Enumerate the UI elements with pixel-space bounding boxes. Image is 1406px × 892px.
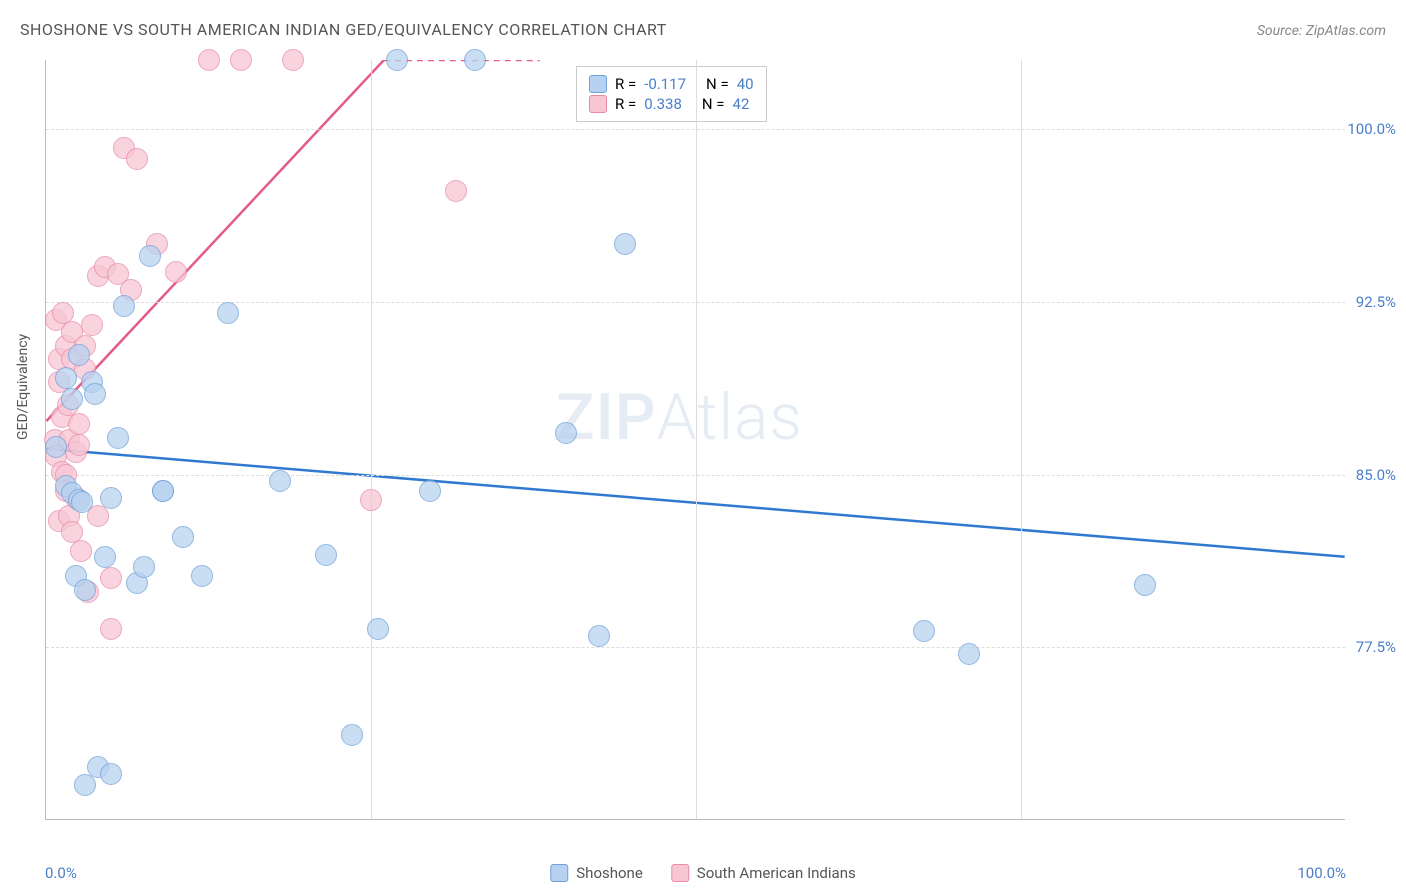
stats-row: R = -0.117 N = 40 [589, 75, 754, 93]
legend-swatch [550, 864, 568, 882]
stat-n-value: 40 [737, 75, 754, 93]
y-tick-label: 100.0% [1347, 120, 1396, 138]
legend-swatch [671, 864, 689, 882]
data-point [367, 618, 389, 640]
gridline-v [371, 60, 372, 819]
data-point [913, 620, 935, 642]
data-point [100, 567, 122, 589]
stat-n-label: N = [702, 95, 725, 113]
data-point [172, 526, 194, 548]
data-point [282, 49, 304, 71]
watermark: ZIPAtlas [556, 380, 803, 455]
data-point [100, 618, 122, 640]
stat-r-label: R = [615, 75, 636, 93]
stat-n-value: 42 [733, 95, 750, 113]
chart-title: SHOSHONE VS SOUTH AMERICAN INDIAN GED/EQ… [20, 20, 667, 39]
legend: Shoshone South American Indians [550, 864, 855, 882]
data-point [198, 49, 220, 71]
data-point [1134, 574, 1156, 596]
legend-swatch [589, 75, 607, 93]
data-point [61, 388, 83, 410]
data-point [70, 540, 92, 562]
data-point [100, 487, 122, 509]
legend-swatch [589, 95, 607, 113]
data-point [315, 544, 337, 566]
data-point [386, 49, 408, 71]
data-point [139, 245, 161, 267]
stats-box: R =-0.117N =40R =0.338N =42 [576, 66, 767, 122]
data-point [217, 302, 239, 324]
data-point [152, 480, 174, 502]
stats-row: R = 0.338 N = 42 [589, 95, 754, 113]
data-point [74, 774, 96, 796]
data-point [191, 565, 213, 587]
legend-item: Shoshone [550, 864, 643, 882]
data-point [68, 413, 90, 435]
data-point [360, 489, 382, 511]
data-point [230, 49, 252, 71]
data-point [464, 49, 486, 71]
source-label: Source: ZipAtlas.com [1257, 23, 1386, 39]
y-axis-label: GED/Equivalency [15, 334, 31, 440]
y-tick-label: 92.5% [1356, 293, 1396, 311]
data-point [84, 383, 106, 405]
y-tick-label: 77.5% [1356, 638, 1396, 656]
data-point [74, 579, 96, 601]
data-point [958, 643, 980, 665]
watermark-zip: ZIP [556, 380, 657, 455]
data-point [269, 470, 291, 492]
data-point [133, 556, 155, 578]
data-point [165, 261, 187, 283]
data-point [126, 148, 148, 170]
watermark-atlas: Atlas [657, 380, 803, 455]
x-tick-min: 0.0% [45, 864, 77, 882]
data-point [419, 480, 441, 502]
data-point [555, 422, 577, 444]
data-point [45, 436, 67, 458]
legend-item: South American Indians [671, 864, 856, 882]
stat-n-label: N = [706, 75, 729, 93]
stat-r-label: R = [615, 95, 636, 113]
x-tick-max: 100.0% [1297, 864, 1346, 882]
data-point [81, 314, 103, 336]
stat-r-value: -0.117 [644, 75, 686, 93]
data-point [113, 295, 135, 317]
stat-r-value: 0.338 [644, 95, 682, 113]
data-point [341, 724, 363, 746]
data-point [68, 434, 90, 456]
plot-area: ZIPAtlas R =-0.117N =40R =0.338N =42 [45, 60, 1345, 820]
gridline-v [696, 60, 697, 819]
data-point [614, 233, 636, 255]
data-point [68, 344, 90, 366]
data-point [55, 367, 77, 389]
data-point [71, 491, 93, 513]
legend-label: South American Indians [697, 864, 856, 882]
gridline-v [1021, 60, 1022, 819]
data-point [588, 625, 610, 647]
data-point [445, 180, 467, 202]
data-point [107, 427, 129, 449]
data-point [94, 546, 116, 568]
y-tick-label: 85.0% [1356, 466, 1396, 484]
data-point [100, 763, 122, 785]
legend-label: Shoshone [576, 864, 643, 882]
